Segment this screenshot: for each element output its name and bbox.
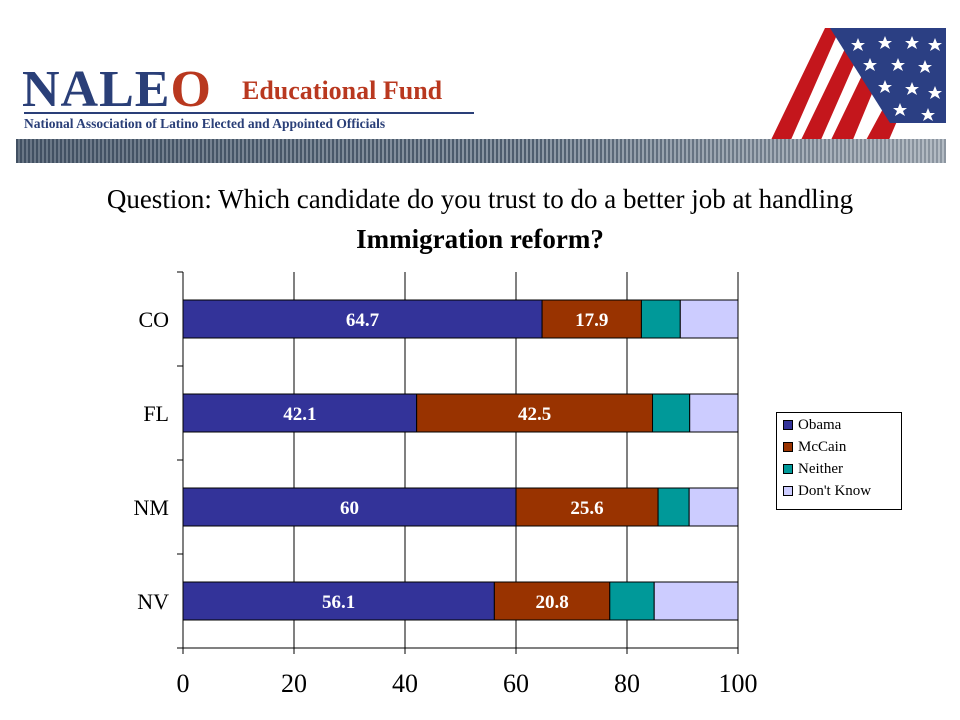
data-label-nv-obama: 56.1 [322, 592, 355, 613]
legend-swatch [783, 442, 793, 452]
legend-label: Don't Know [798, 482, 872, 499]
data-label-fl-mccain: 42.5 [518, 404, 551, 425]
bar-co-neither [640, 299, 681, 339]
question-topic: Immigration reform? [356, 224, 604, 254]
legend-swatch [783, 464, 793, 474]
nalo-logo: NALEO Educational Fund National Associat… [18, 62, 488, 140]
logo-divider [24, 112, 474, 114]
legend-label: Neither [798, 460, 843, 477]
header-stripe-shading [16, 139, 946, 163]
legend-swatch [783, 486, 793, 496]
data-label-nv-mccain: 20.8 [535, 592, 568, 613]
x-tick-label: 20 [281, 669, 307, 698]
american-flag-image [770, 28, 946, 142]
bar-nm-dontknow [688, 487, 739, 527]
category-label-fl: FL [143, 401, 169, 426]
bar-nv-neither [609, 581, 655, 621]
legend-label: McCain [798, 438, 847, 455]
x-tick-label: 40 [392, 669, 418, 698]
x-tick-label: 80 [614, 669, 640, 698]
data-label-co-mccain: 17.9 [575, 310, 608, 331]
category-label-co: CO [138, 307, 169, 332]
data-label-fl-obama: 42.1 [283, 404, 316, 425]
header-stripe-band [16, 139, 946, 163]
bar-nm-neither [657, 487, 690, 527]
legend-item-dontknow: Don't Know [783, 481, 871, 501]
bar-fl-dontknow [689, 393, 739, 433]
legend-item-obama: Obama [783, 415, 841, 435]
bar-nm-obama [182, 487, 517, 527]
legend-label: Obama [798, 416, 842, 433]
legend-item-mccain: McCain [783, 437, 846, 457]
bar-nv-mccain [493, 581, 611, 621]
question-text: Question: Which candidate do you trust t… [106, 184, 854, 214]
legend-swatch [783, 420, 793, 430]
category-label-nm: NM [134, 495, 169, 520]
category-label-nv: NV [137, 589, 169, 614]
logo-subtitle: Educational Fund [242, 76, 443, 105]
x-tick-label: 60 [503, 669, 529, 698]
header-banner: NALEO Educational Fund National Associat… [0, 0, 960, 170]
legend-item-neither: Neither [783, 459, 843, 479]
bar-fl-mccain [416, 393, 654, 433]
x-tick-label: 100 [719, 669, 758, 698]
logo-wordmark: NALEO [22, 61, 212, 118]
logo-tagline: National Association of Latino Elected a… [24, 116, 386, 131]
bar-co-dontknow [679, 299, 739, 339]
data-label-nm-obama: 60 [340, 498, 359, 519]
data-label-co-obama: 64.7 [346, 310, 380, 331]
data-label-nm-mccain: 25.6 [570, 498, 603, 519]
bar-co-obama [182, 299, 543, 339]
chart-legend: Obama McCain Neither Don't Know [776, 412, 902, 510]
x-tick-label: 0 [177, 669, 190, 698]
bar-fl-neither [652, 393, 691, 433]
bar-nv-dontknow [653, 581, 739, 621]
